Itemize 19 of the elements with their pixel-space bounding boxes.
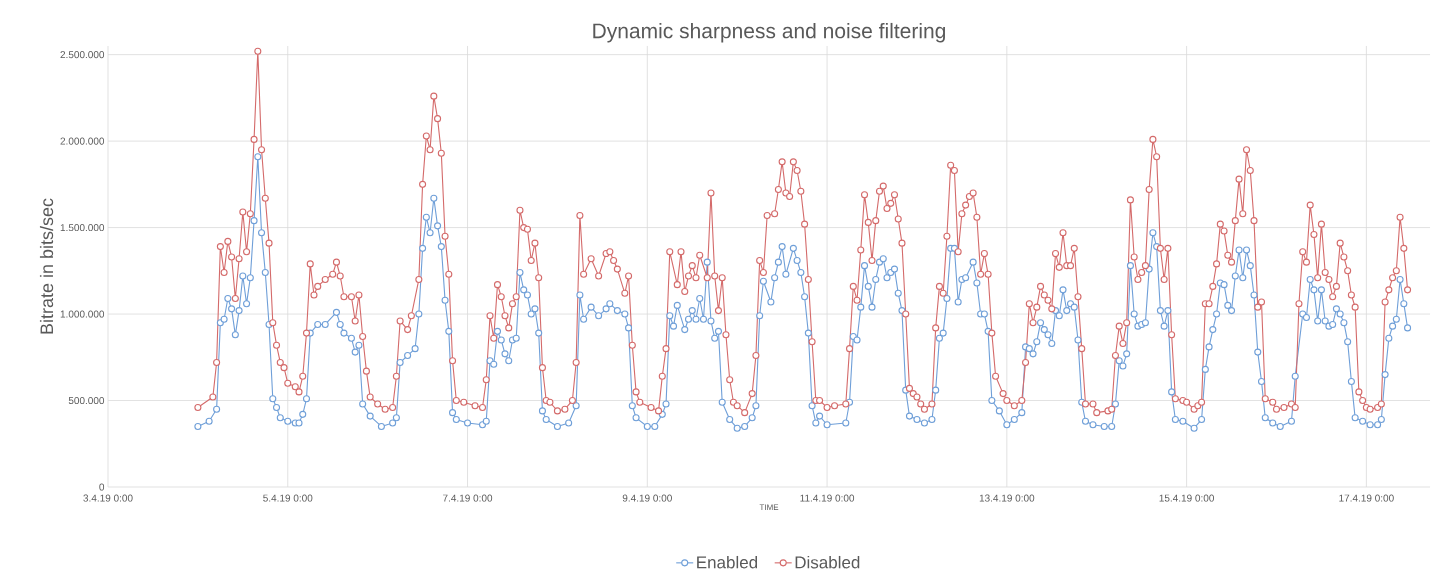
y-tick-label: 1.500.000 bbox=[60, 224, 105, 232]
y-tick-label: 0 bbox=[99, 483, 105, 491]
y-tick-label: 2.000.000 bbox=[60, 137, 105, 145]
x-tick-label: 5.4.19 0:00 bbox=[263, 494, 313, 502]
x-tick-label: 9.4.19 0:00 bbox=[622, 494, 672, 502]
chart-title: Dynamic sharpness and noise filtering bbox=[593, 22, 946, 43]
y-axis-title: Bitrate in bits/sec bbox=[39, 198, 54, 334]
y-tick-label: 2.500.000 bbox=[60, 51, 105, 59]
legend-label: Disabled bbox=[795, 555, 860, 569]
x-tick-label: 11.4.19 0:00 bbox=[800, 494, 855, 502]
x-tick-label: 3.4.19 0:00 bbox=[83, 494, 133, 502]
y-tick-label: 1.000.000 bbox=[60, 310, 105, 318]
y-tick-label: 500.000 bbox=[68, 396, 105, 405]
x-tick-label: 13.4.19 0:00 bbox=[979, 494, 1035, 502]
x-tick-label: 7.4.19 0:00 bbox=[443, 494, 493, 502]
x-tick-label: 15.4.19 0:00 bbox=[1159, 494, 1215, 502]
legend-label: Enabled bbox=[697, 555, 758, 569]
x-tick-label: 17.4.19 0:00 bbox=[1339, 494, 1394, 502]
x-axis-title: TIME bbox=[759, 504, 779, 510]
